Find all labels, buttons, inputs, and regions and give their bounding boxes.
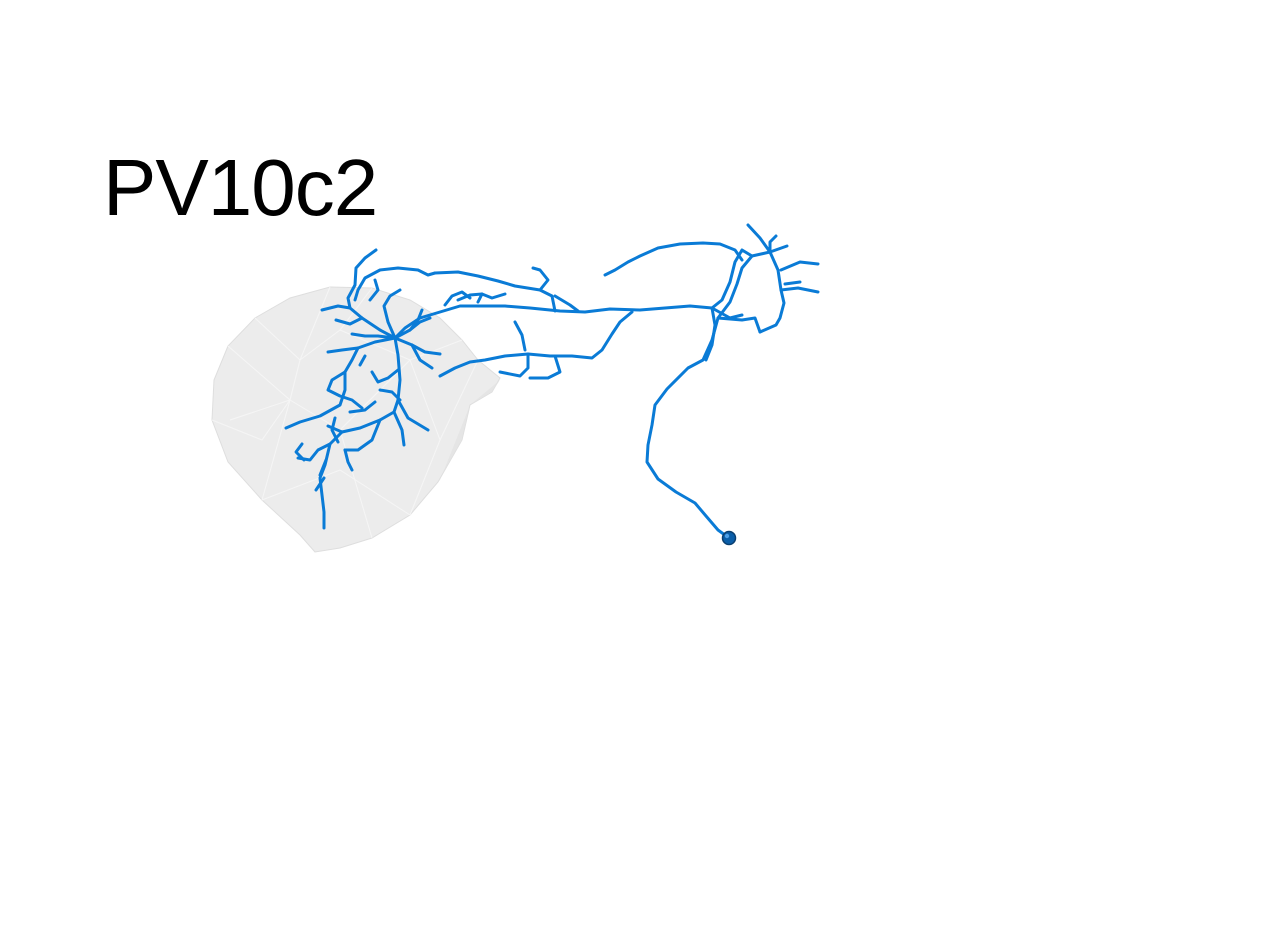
main-trunk	[393, 304, 714, 340]
neuropil-branch	[314, 476, 326, 492]
neuropil-branch	[334, 316, 364, 326]
upper-left-branch	[433, 270, 557, 313]
right-arbor-branch	[779, 286, 820, 294]
primary-neurite	[645, 244, 789, 540]
right-arbor-branch	[783, 280, 802, 286]
right-arbor-branch	[746, 223, 772, 254]
upper-branch	[603, 241, 744, 277]
neuropil-body	[211, 286, 501, 553]
neuropil-branch	[343, 448, 354, 472]
lower-branch	[498, 352, 530, 378]
neuron-title: PV10c2	[103, 143, 378, 232]
neuropil-branch	[393, 336, 442, 356]
neuropil-branch	[396, 398, 430, 432]
neuropil-branch	[284, 370, 347, 430]
soma-ball	[721, 530, 737, 546]
neuropil-branch	[370, 368, 400, 384]
neuropil-branch	[378, 388, 402, 402]
neuropil-branch	[330, 416, 340, 444]
right-arbor-branch	[758, 250, 786, 334]
neuropil-branch	[350, 332, 397, 340]
neuropil-branch	[443, 290, 472, 307]
neuropil-branch	[410, 343, 434, 370]
right-arbor-branch	[779, 260, 820, 272]
right-arbor-branch	[704, 248, 754, 362]
right-arbor-branch	[716, 316, 762, 334]
lower-branch	[513, 320, 527, 352]
soma	[721, 530, 737, 546]
neuropil-branch	[382, 288, 402, 340]
upper-left-branch	[476, 292, 484, 304]
neuropil-branch	[348, 400, 377, 414]
neuropil-branch	[318, 458, 328, 477]
neuropil-branch	[392, 410, 406, 447]
neuropil-branch	[368, 278, 380, 302]
upper-left-branch	[531, 266, 550, 292]
right-arbor-branch	[768, 234, 778, 254]
upper-left-branch	[353, 266, 437, 302]
soma-highlight	[724, 533, 730, 539]
neuropil-branch	[408, 308, 424, 332]
lower-branch	[438, 310, 634, 378]
neuropil-branch	[358, 354, 367, 367]
neuropil-branch	[320, 304, 352, 312]
neuropil-branch	[346, 248, 397, 340]
upper-left-branch	[553, 294, 580, 313]
neuropil-branch	[326, 346, 364, 410]
neuropil-branch	[343, 418, 382, 452]
right-arbor-branch	[710, 306, 744, 320]
neuropil-branch	[294, 442, 306, 462]
neuron-skeleton	[284, 223, 820, 540]
lower-branch	[528, 354, 562, 380]
neuropil-mesh	[211, 286, 501, 553]
